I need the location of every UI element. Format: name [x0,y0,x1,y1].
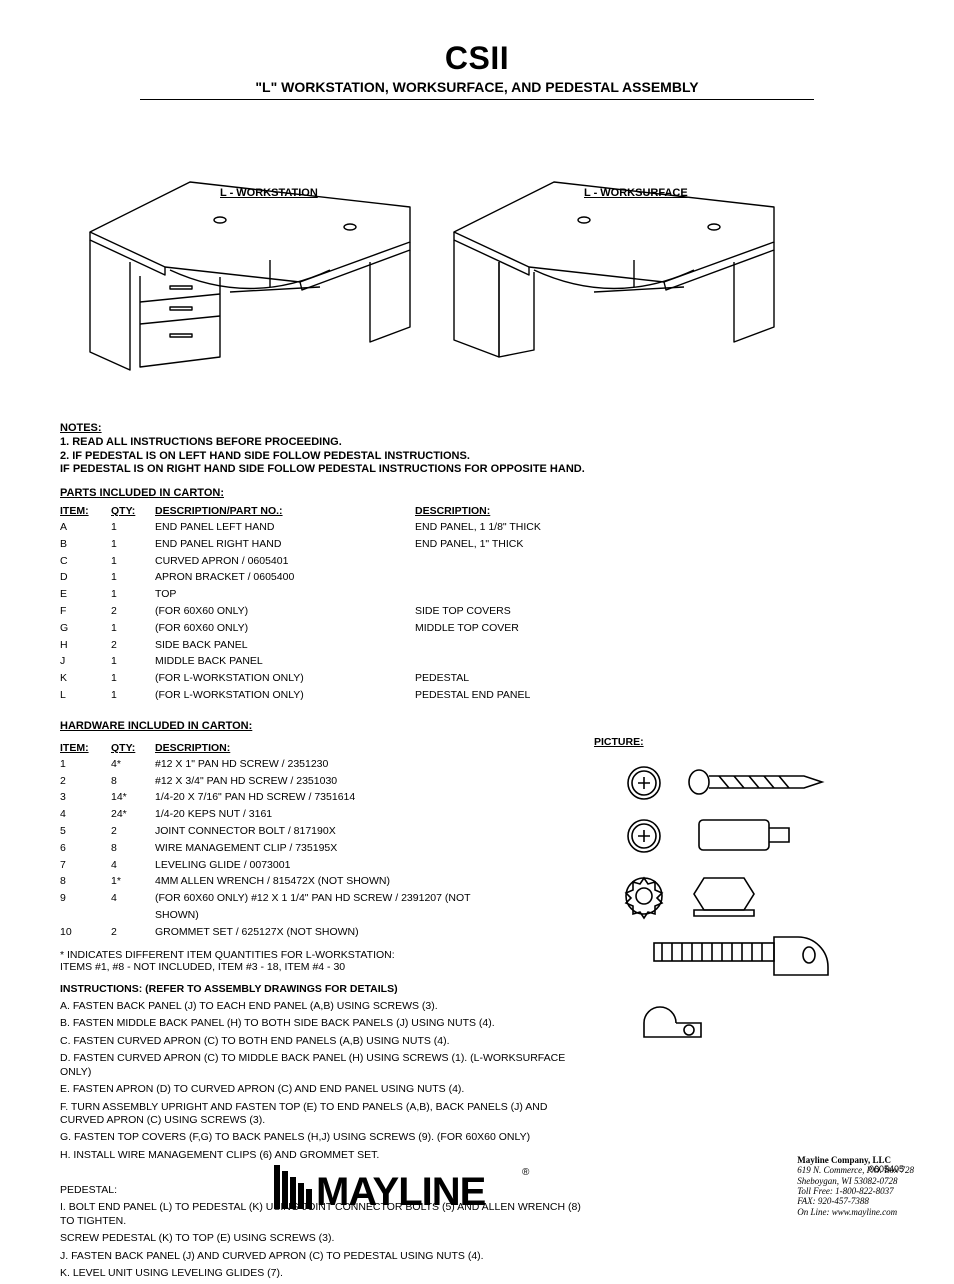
hardware-star-note: * INDICATES DIFFERENT ITEM QUANTITIES FO… [60,949,594,973]
parts-heading: PARTS INCLUDED IN CARTON: [60,487,894,499]
parts-col-item: ITEM: [60,505,105,517]
hardware-row: 52JOINT CONNECTOR BOLT / 817190X [60,823,594,840]
instruction-step: E. FASTEN APRON (D) TO CURVED APRON (C) … [60,1083,594,1096]
hardware-row: 28#12 X 3/4" PAN HD SCREW / 2351030 [60,773,594,790]
instruction-step: D. FASTEN CURVED APRON (C) TO MIDDLE BAC… [60,1052,594,1079]
title-line1: CSII [60,40,894,77]
addr-toll: Toll Free: 1-800-822-8037 [797,1186,914,1196]
note-2a: 2. IF PEDESTAL IS ON LEFT HAND SIDE FOLL… [60,450,470,462]
figures: L - WORKSTATION [60,112,894,392]
hw-col-pic: PICTURE: [594,736,894,748]
parts-row: G1(FOR 60X60 ONLY)MIDDLE TOP COVER [60,620,894,637]
svg-text:®: ® [522,1167,530,1178]
addr-line2: Sheboygan, WI 53082-0728 [797,1176,914,1186]
hw-col-item: ITEM: [60,742,105,754]
hardware-row: 424*1/4-20 KEPS NUT / 3161 [60,806,594,823]
parts-row: A1END PANEL LEFT HANDEND PANEL, 1 1/8" T… [60,519,894,536]
page-partno: 0605405 [869,1164,904,1174]
instruction-step: G. FASTEN TOP COVERS (F,G) TO BACK PANEL… [60,1131,594,1144]
hardware-row: 94(FOR 60X60 ONLY) #12 X 1 1/4" PAN HD S… [60,890,594,924]
parts-row: D1APRON BRACKET / 0605400 [60,569,894,586]
figure-left: L - WORKSTATION [70,112,460,372]
title-line2: "L" WORKSTATION, WORKSURFACE, AND PEDEST… [60,79,894,95]
hardware-heading: HARDWARE INCLUDED IN CARTON: [60,720,894,732]
hardware-row: 102GROMMET SET / 625127X (NOT SHOWN) [60,924,594,941]
notes-block: NOTES: 1. READ ALL INSTRUCTIONS BEFORE P… [60,422,894,477]
parts-row: H2SIDE BACK PANEL [60,637,894,654]
parts-row: L1(FOR L-WORKSTATION ONLY)PEDESTAL END P… [60,687,894,704]
instruction-step: K. LEVEL UNIT USING LEVELING GLIDES (7). [60,1267,594,1280]
instruction-step: B. FASTEN MIDDLE BACK PANEL (H) TO BOTH … [60,1017,594,1030]
note-2b: IF PEDESTAL IS ON RIGHT HAND SIDE FOLLOW… [60,463,585,475]
notes-heading: NOTES: [60,422,102,434]
instruction-step: SCREW PEDESTAL (K) TO TOP (E) USING SCRE… [60,1232,594,1245]
hardware-row: 14*#12 X 1" PAN HD SCREW / 2351230 [60,756,594,773]
hw-col-qty: QTY: [105,742,155,754]
instruction-step: C. FASTEN CURVED APRON (C) TO BOTH END P… [60,1035,594,1048]
parts-row: K1(FOR L-WORKSTATION ONLY)PEDESTAL [60,670,894,687]
instruction-step: J. FASTEN BACK PANEL (J) AND CURVED APRO… [60,1250,594,1263]
figure-left-label: L - WORKSTATION [220,187,318,199]
svg-text:MAYLINE: MAYLINE [316,1170,486,1214]
instructions-block: INSTRUCTIONS: (REFER TO ASSEMBLY DRAWING… [60,983,594,1281]
hardware-row: 74LEVELING GLIDE / 0073001 [60,857,594,874]
figure-right: L - WORKSURFACE [434,112,824,372]
parts-row: E1TOP [60,586,894,603]
parts-col-desc2: DESCRIPTION: [415,505,894,517]
parts-col-qty: QTY: [105,505,155,517]
footer: MAYLINE ® Mayline Company, LLC 619 N. Co… [0,1155,954,1217]
parts-col-desc: DESCRIPTION/PART NO.: [155,505,415,517]
logo: MAYLINE ® [40,1157,797,1217]
addr-fax: FAX: 920-457-7388 [797,1196,914,1206]
figure-right-label: L - WORKSURFACE [584,187,688,199]
hardware-row: 314*1/4-20 X 7/16" PAN HD SCREW / 735161… [60,789,594,806]
title-rule [140,99,814,100]
note-1: 1. READ ALL INSTRUCTIONS BEFORE PROCEEDI… [60,436,342,448]
hardware-row: 68WIRE MANAGEMENT CLIP / 735195X [60,840,594,857]
hw-col-desc: DESCRIPTION: [155,742,515,754]
parts-row: F2(FOR 60X60 ONLY)SIDE TOP COVERS [60,603,894,620]
parts-row: B1END PANEL RIGHT HANDEND PANEL, 1" THIC… [60,536,894,553]
parts-row: J1MIDDLE BACK PANEL [60,653,894,670]
addr-web: On Line: www.mayline.com [797,1207,914,1217]
parts-row: C1CURVED APRON / 0605401 [60,553,894,570]
parts-list: A1END PANEL LEFT HANDEND PANEL, 1 1/8" T… [60,519,894,704]
hardware-row: 81*4MM ALLEN WRENCH / 815472X (NOT SHOWN… [60,873,594,890]
instructions-intro: INSTRUCTIONS: (REFER TO ASSEMBLY DRAWING… [60,983,594,996]
instruction-step: F. TURN ASSEMBLY UPRIGHT AND FASTEN TOP … [60,1101,594,1128]
instruction-step: A. FASTEN BACK PANEL (J) TO EACH END PAN… [60,1000,594,1013]
